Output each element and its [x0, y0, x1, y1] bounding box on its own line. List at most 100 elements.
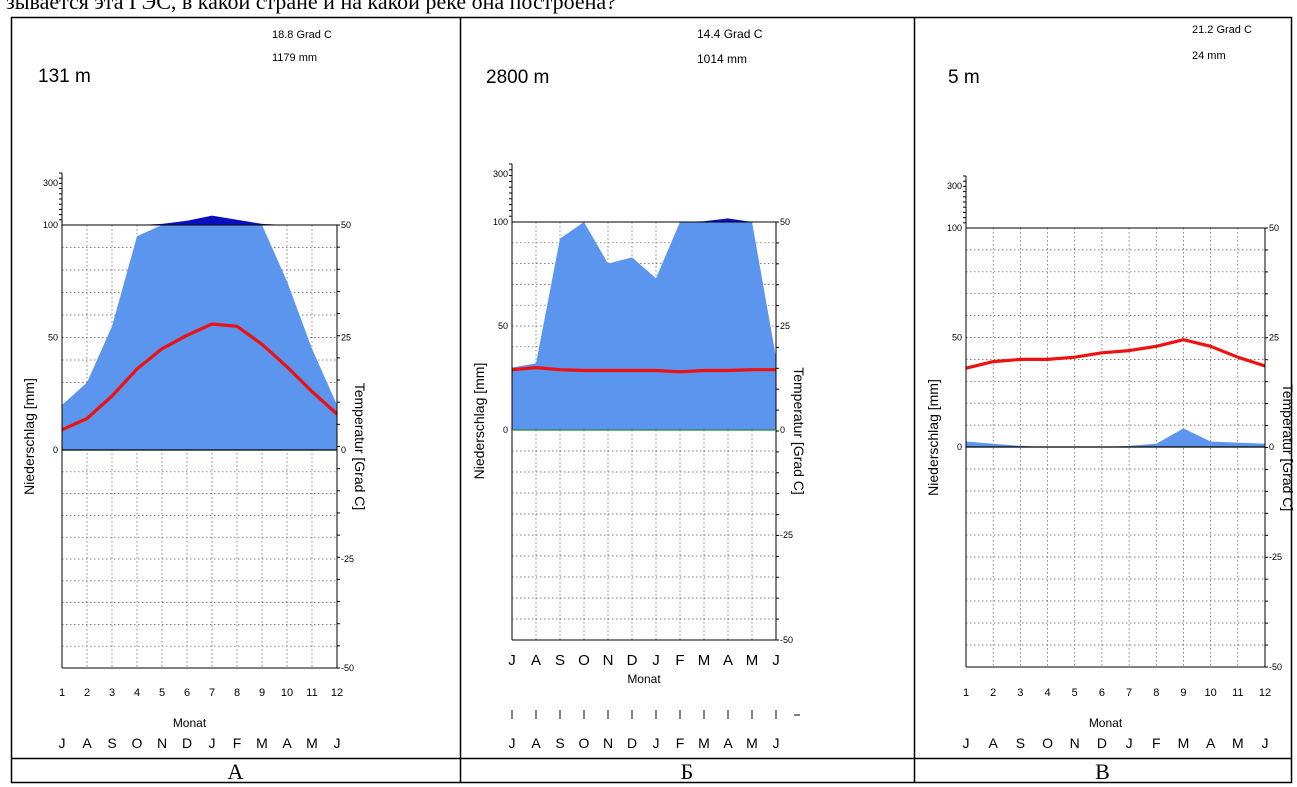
month-letter-label: J — [508, 652, 516, 669]
month-letter-label: F — [675, 652, 684, 669]
precip-tick-label: 100 — [493, 217, 508, 227]
precip-tick-label: 300 — [947, 181, 962, 191]
temp-tick-label: 0 — [341, 445, 346, 455]
month-letter-label: J — [334, 735, 341, 751]
month-number-label: 1 — [963, 687, 969, 699]
temp-tick-label: -25 — [1269, 552, 1282, 562]
month-number-label: 2 — [84, 687, 90, 699]
precip-axis-title: Niederschlag [mm] — [21, 378, 37, 495]
month-number-label: 10 — [1205, 687, 1217, 699]
temp-tick-label: -25 — [780, 530, 793, 540]
month-number-label: 12 — [331, 687, 343, 699]
month-letter-label: A — [82, 735, 92, 751]
annual-precip-label: 1014 mm — [697, 52, 747, 66]
month-number-label: 11 — [306, 687, 317, 699]
table-frame — [10, 16, 1293, 784]
month-letter-label: J — [1262, 735, 1269, 751]
month-letter-label: J — [772, 652, 780, 669]
precipitation-area — [62, 225, 337, 450]
month-number-label: 3 — [1017, 687, 1023, 699]
month-letter-label: J — [773, 735, 780, 751]
month-letter-label: N — [157, 735, 167, 751]
month-number-label: 5 — [159, 687, 165, 699]
month-letter-label: A — [282, 735, 292, 751]
month-letter-label: J — [59, 735, 66, 751]
month-letter-label: S — [555, 652, 565, 669]
month-letter-label: A — [1206, 735, 1216, 751]
precip-tick-label: 0 — [53, 445, 58, 455]
month-letter-label: M — [256, 735, 268, 751]
month-letter-label: F — [233, 735, 242, 751]
mean-temp-label: 14.4 Grad C — [697, 27, 763, 41]
axes — [963, 175, 1268, 668]
month-letter-label: O — [1042, 735, 1053, 751]
month-letter-label: D — [1097, 735, 1107, 751]
month-number-label: 12 — [1259, 687, 1271, 699]
month-letter-label: O — [578, 652, 590, 669]
month-number-label: 9 — [259, 687, 265, 699]
temp-axis-title: Temperatur [Grad C] — [352, 383, 368, 511]
month-letter-label: N — [603, 735, 613, 751]
altitude-label: 2800 m — [486, 67, 549, 88]
month-letter-label: J — [653, 735, 660, 751]
axes — [509, 163, 779, 641]
altitude-label: 131 m — [38, 66, 91, 87]
precip-tick-label: 0 — [957, 442, 962, 452]
temperature-line — [965, 338, 1266, 370]
temp-tick-label: 25 — [780, 321, 790, 331]
month-letter-label: A — [531, 652, 541, 669]
precip-tick-label: 300 — [43, 178, 58, 188]
month-number-label: 1 — [59, 687, 65, 699]
month-number-label: 8 — [1153, 687, 1159, 699]
altitude-label: 5 m — [948, 67, 980, 88]
month-letter-label: A — [531, 735, 541, 751]
temp-tick-label: 25 — [1269, 333, 1279, 343]
precipitation-area — [512, 222, 776, 430]
temp-axis-title: Temperatur [Grad C] — [791, 367, 807, 495]
month-number-label: 2 — [990, 687, 996, 699]
annual-precip-label: 24 mm — [1192, 50, 1226, 62]
panel-label: В — [1095, 759, 1110, 784]
temp-tick-label: -50 — [341, 663, 354, 673]
month-letter-label: D — [627, 735, 637, 751]
axes — [59, 172, 340, 669]
month-letter-label: D — [627, 652, 638, 669]
temp-axis-title: Temperatur [Grad C] — [1280, 384, 1296, 512]
month-number-label: 4 — [1044, 687, 1050, 699]
month-letter-label: M — [746, 652, 759, 669]
month-axis-title: Monat — [627, 672, 661, 686]
month-letter-label: O — [579, 735, 590, 751]
temp-tick-label: 0 — [780, 425, 785, 435]
month-number-label: 9 — [1180, 687, 1186, 699]
precip-tick-label: 0 — [503, 425, 508, 435]
month-axis-title: Monat — [173, 716, 207, 730]
month-number-label: 8 — [234, 687, 240, 699]
temp-tick-label: 50 — [341, 220, 351, 230]
question-fragment: зывается эта ГЭС, в какой стране и на ка… — [6, 0, 616, 14]
temp-tick-label: -50 — [780, 635, 793, 645]
month-letter-label: J — [509, 735, 516, 751]
month-number-label: 5 — [1072, 687, 1078, 699]
month-letter-label: M — [698, 652, 711, 669]
annual-precip-label: 1179 mm — [272, 52, 317, 64]
precip-tick-label: 100 — [947, 223, 962, 233]
precip-tick-label: 50 — [498, 321, 508, 331]
humid-excess-area — [512, 218, 776, 222]
month-number-label: 6 — [184, 687, 190, 699]
month-letter-label: F — [676, 735, 685, 751]
month-letter-label: M — [306, 735, 318, 751]
panel-label: А — [228, 759, 244, 784]
precip-tick-label: 50 — [952, 333, 962, 343]
month-letter-label: A — [989, 735, 999, 751]
temperature-line — [61, 322, 339, 432]
month-letter-label: S — [555, 735, 564, 751]
month-number-label: 10 — [281, 687, 293, 699]
precip-tick-label: 50 — [48, 333, 58, 343]
mean-temp-label: 21.2 Grad C — [1192, 24, 1252, 36]
month-letter-label: N — [603, 652, 614, 669]
month-letter-label: S — [1016, 735, 1025, 751]
month-letter-label: J — [652, 652, 660, 669]
temp-tick-label: 50 — [1269, 223, 1279, 233]
